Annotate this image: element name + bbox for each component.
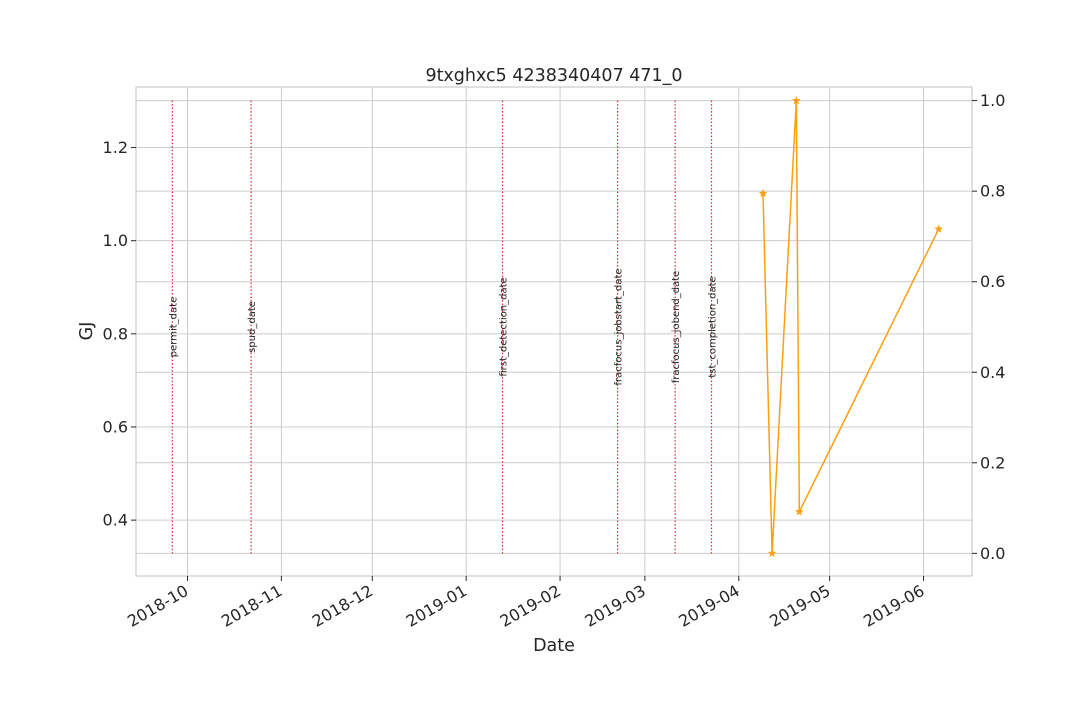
event-lines: permit_date spud_date first_detection_date…	[168, 100, 719, 554]
left-tick-label: 0.6	[103, 417, 128, 436]
right-tick-label: 0.0	[980, 544, 1005, 563]
right-tick-label: 0.2	[980, 453, 1005, 472]
y-axis-title: GJ	[77, 322, 97, 341]
event-label: fracfocus_jobstart_date	[614, 268, 625, 385]
right-tick-label: 0.8	[980, 182, 1005, 201]
event-label: fracfocus_jobend_date	[671, 271, 682, 384]
left-axis-ticks: 0.4 0.6 0.8 1.0 1.2	[103, 138, 136, 530]
data-series	[758, 95, 944, 558]
event-label: permit_date	[168, 297, 179, 357]
left-tick-label: 1.2	[103, 138, 128, 157]
grid-lines	[136, 87, 972, 576]
plot-area	[136, 87, 972, 576]
x-axis-ticks: 2018-10 2018-11 2018-12 2019-01 2019-02 2019-…	[124, 576, 928, 631]
event-label: tst_completion_date	[708, 276, 719, 377]
data-point	[794, 507, 804, 516]
x-tick-label: 2019-04	[675, 581, 742, 631]
x-tick-label: 2019-02	[497, 581, 564, 631]
data-point	[767, 548, 777, 558]
right-tick-label: 0.4	[980, 363, 1005, 382]
event-label: spud_date	[247, 301, 258, 353]
left-tick-label: 0.4	[103, 511, 128, 530]
x-axis-title: Date	[533, 636, 575, 656]
right-tick-label: 0.6	[980, 272, 1005, 291]
data-point	[934, 224, 944, 233]
x-tick-label: 2018-12	[309, 581, 376, 631]
x-tick-label: 2019-05	[766, 581, 833, 631]
x-tick-label: 2018-10	[124, 581, 191, 631]
left-tick-label: 0.8	[103, 324, 128, 343]
event-label: first_detection_date	[499, 277, 510, 376]
x-tick-label: 2019-03	[581, 581, 648, 631]
left-tick-label: 1.0	[103, 231, 128, 250]
plot-frame	[135, 86, 973, 577]
chart-title: 9txghxc5 4238340407 471_0	[425, 66, 682, 86]
x-tick-label: 2019-01	[403, 581, 470, 631]
x-tick-label: 2019-06	[860, 581, 927, 631]
right-tick-label: 1.0	[980, 91, 1005, 110]
data-point	[791, 95, 801, 105]
data-point	[758, 188, 768, 198]
x-tick-label: 2018-11	[218, 581, 285, 631]
right-axis-ticks: 0.0 0.2 0.4 0.6 0.8 1.0	[972, 91, 1005, 563]
